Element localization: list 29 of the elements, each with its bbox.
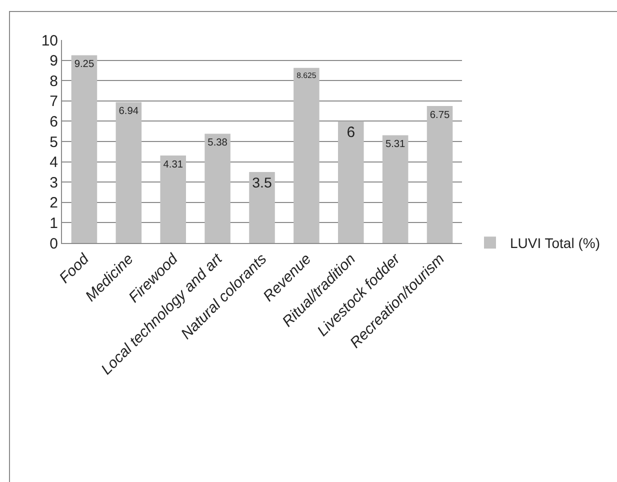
y-tick-label: 8 [50,72,58,90]
bar [204,134,230,243]
y-tick-label: 9 [50,52,58,70]
bar [116,102,142,243]
data-label: 9.25 [74,59,94,70]
y-tick-label: 3 [50,174,58,192]
data-label: 6.75 [430,110,450,121]
bar [294,68,320,243]
y-tick-label: 1 [50,214,58,232]
y-tick-label: 0 [50,235,58,252]
bar [382,135,408,243]
data-label: 6 [346,124,356,142]
data-label: 3.5 [252,175,272,192]
data-label: 4.31 [163,159,184,170]
data-label: 5.31 [385,139,406,150]
bar [160,156,186,243]
data-label: 6.94 [118,106,139,117]
y-tick-label: 10 [41,32,58,50]
y-tick-label: 5 [50,134,58,151]
bar [71,55,98,243]
y-tick-label: 2 [50,194,58,212]
data-label: 5.38 [208,138,228,149]
y-tick-label: 7 [50,93,58,110]
bar [338,121,364,243]
legend-label: LUVI Total (%) [510,235,600,252]
bar [426,106,453,243]
bar [249,172,275,243]
y-tick-label: 4 [50,154,58,172]
y-tick-label: 6 [50,113,58,130]
